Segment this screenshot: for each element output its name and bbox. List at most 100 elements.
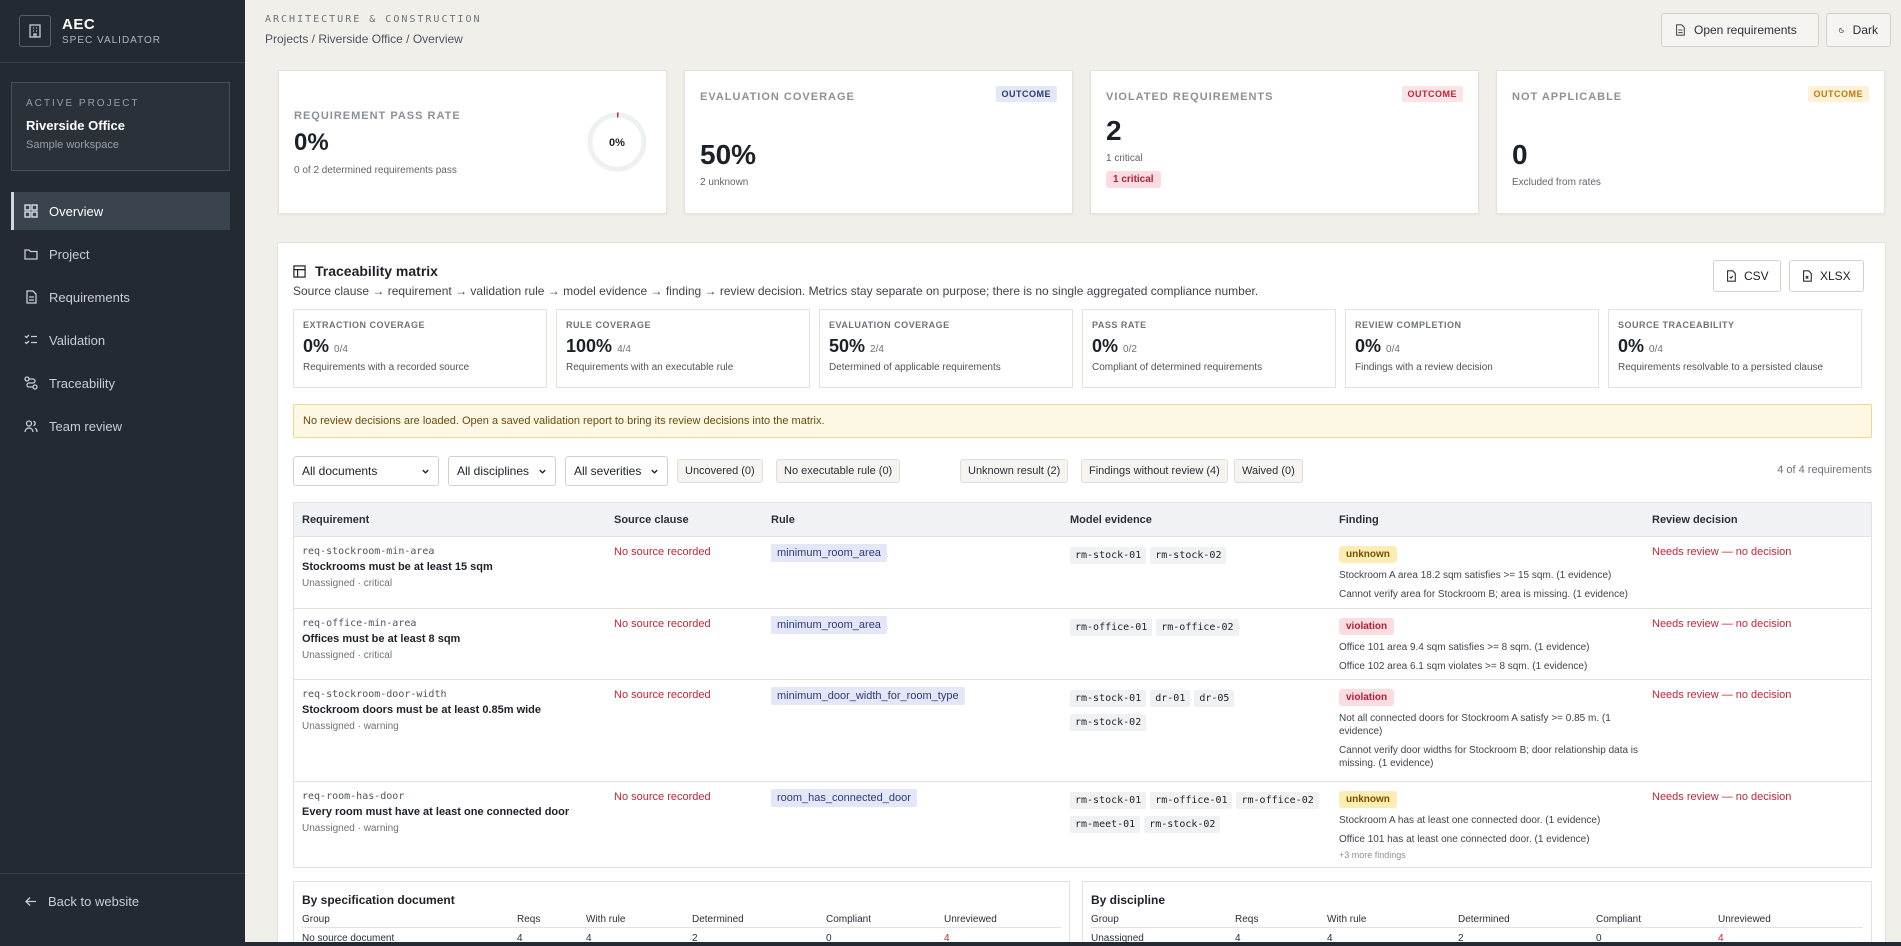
filter-chip-no-executable-rule[interactable]: No executable rule (0) [776,459,901,483]
chevron-down-icon [651,469,658,474]
export-xlsx-button[interactable]: XLSX [1789,260,1864,292]
back-to-website-link[interactable]: Back to website [0,873,245,909]
filter-chip-unknown-result[interactable]: Unknown result (2) [960,459,1069,483]
sidebar-item-team-review[interactable]: Team review [11,407,230,445]
arrow-left-icon [25,897,36,906]
evidence-tag[interactable]: rm-stock-02 [1150,547,1227,564]
dark-mode-toggle[interactable]: Dark [1826,13,1891,47]
brand-subtitle: SPEC VALIDATOR [62,35,162,46]
sidebar-item-validation[interactable]: Validation [11,321,230,359]
rule-tag[interactable]: minimum_door_width_for_room_type [771,687,965,705]
review-decision[interactable]: Needs review — no decision [1652,618,1792,630]
open-requirements-label: Open requirements [1694,23,1797,37]
metric-value: 0% [1092,336,1119,356]
source-clause: No source recorded [614,618,711,630]
kpi-label: EVALUATION COVERAGE [700,91,855,103]
table-row[interactable]: req-stockroom-min-area Stockrooms must b… [294,537,1871,609]
table-row[interactable]: req-stockroom-door-width Stockroom doors… [294,680,1871,782]
group-column-header: Compliant [826,914,872,925]
filter-chip-uncovered[interactable]: Uncovered (0) [677,459,763,483]
column-header[interactable]: Requirement [302,514,370,526]
kpi-value: 0 [1512,139,1528,170]
metric-pass-rate: PASS RATE 0% 0/2 Compliant of determined… [1082,309,1336,388]
requirement-meta: Unassigned · warning [302,823,399,834]
metric-description: Requirements with a recorded source [303,362,470,373]
group-column-header: Determined [1458,914,1510,925]
review-decision[interactable]: Needs review — no decision [1652,791,1792,803]
kpi-row: REQUIREMENT PASS RATE 0% 0 of 2 determin… [278,70,1885,214]
disciplines-select[interactable]: All disciplines [448,456,556,486]
file-icon [1803,270,1812,282]
evidence-tag[interactable]: rm-stock-01 [1070,792,1147,809]
column-header[interactable]: Review decision [1652,514,1738,526]
group-by-document-table: By specification document Group Reqs Wit… [293,881,1070,946]
sidebar-item-project[interactable]: Project [11,235,230,273]
review-decision[interactable]: Needs review — no decision [1652,546,1792,558]
traceability-title-text: Traceability matrix [315,263,438,279]
sidebar-item-label: Project [49,246,90,262]
column-header[interactable]: Model evidence [1070,514,1152,526]
metric-label: EVALUATION COVERAGE [829,320,950,330]
group-title: By discipline [1091,893,1166,907]
severities-select[interactable]: All severities [565,456,668,486]
rule-tag[interactable]: minimum_room_area [771,544,887,562]
evidence-tag[interactable]: rm-stock-01 [1070,547,1147,564]
kpi-subtext: 1 critical [1106,153,1143,164]
evidence-tag[interactable]: rm-office-02 [1236,792,1319,809]
group-cell: 4 [586,933,592,944]
rule-tag[interactable]: room_has_connected_door [771,789,917,807]
sidebar-item-traceability[interactable]: Traceability [11,364,230,402]
evidence-tag[interactable]: rm-stock-01 [1070,690,1147,707]
group-cell: Unassigned [1091,933,1144,944]
rule-tag[interactable]: minimum_room_area [771,616,887,634]
sidebar-item-label: Requirements [49,289,130,305]
table-row[interactable]: req-office-min-area Offices must be at l… [294,609,1871,680]
building-icon [19,15,51,47]
column-header[interactable]: Source clause [614,514,689,526]
evidence-tag[interactable]: dr-01 [1150,690,1191,707]
group-column-header: With rule [1327,914,1367,925]
requirements-count: 4 of 4 requirements [1777,464,1872,476]
brand[interactable]: AEC SPEC VALIDATOR [0,0,245,63]
evidence-tag[interactable]: dr-05 [1194,690,1235,707]
filter-chip-waived[interactable]: Waived (0) [1234,459,1303,483]
filter-chip-findings-without-review[interactable]: Findings without review (4) [1081,459,1228,483]
filter-bar: All documents All disciplines All severi… [293,456,1872,486]
metric-fraction: 2/4 [870,344,884,355]
evidence-tag[interactable]: rm-office-01 [1070,619,1153,636]
breadcrumb[interactable]: Projects / Riverside Office / Overview [265,32,463,46]
more-findings-link[interactable]: +3 more findings [1339,850,1406,860]
kpi-violated-requirements: VIOLATED REQUIREMENTS OUTCOME 2 1 critic… [1090,70,1479,214]
kpi-subtext: Excluded from rates [1512,177,1601,188]
source-clause: No source recorded [614,791,711,803]
requirement-id: req-stockroom-min-area [302,546,435,557]
sidebar-item-label: Team review [49,418,122,434]
evidence-tag[interactable]: rm-stock-02 [1070,714,1147,731]
metric-value: 50% [829,336,866,356]
group-cell: 4 [1327,933,1333,944]
sidebar-item-requirements[interactable]: Requirements [11,278,230,316]
evidence-tag[interactable]: rm-meet-01 [1070,816,1141,833]
finding-text: Not all connected doors for Stockroom A … [1339,713,1611,737]
documents-select[interactable]: All documents [293,456,439,486]
column-header[interactable]: Finding [1339,514,1379,526]
group-column-header: Group [1091,914,1119,925]
pass-rate-donut: 0% [587,112,647,172]
evidence-tag[interactable]: rm-stock-02 [1144,816,1221,833]
kpi-label: NOT APPLICABLE [1512,91,1623,103]
review-decision[interactable]: Needs review — no decision [1652,689,1792,701]
main-content: ARCHITECTURE & CONSTRUCTION Projects / R… [245,0,1901,946]
table-row[interactable]: req-room-has-door Every room must have a… [294,782,1871,868]
metric-description: Findings with a review decision [1355,362,1493,373]
sidebar-item-overview[interactable]: Overview [11,192,230,230]
active-project-card[interactable]: ACTIVE PROJECT Riverside Office Sample w… [11,82,230,171]
export-csv-button[interactable]: CSV [1713,260,1781,292]
column-header[interactable]: Rule [771,514,795,526]
group-column-header: Unreviewed [1718,914,1771,925]
severities-select-value: All severities [574,464,642,478]
open-requirements-button[interactable]: Open requirements [1661,13,1819,47]
metric-fraction: 0/2 [1123,344,1137,355]
evidence-tag[interactable]: rm-office-02 [1156,619,1239,636]
requirement-id: req-room-has-door [302,791,405,802]
evidence-tag[interactable]: rm-office-01 [1150,792,1233,809]
